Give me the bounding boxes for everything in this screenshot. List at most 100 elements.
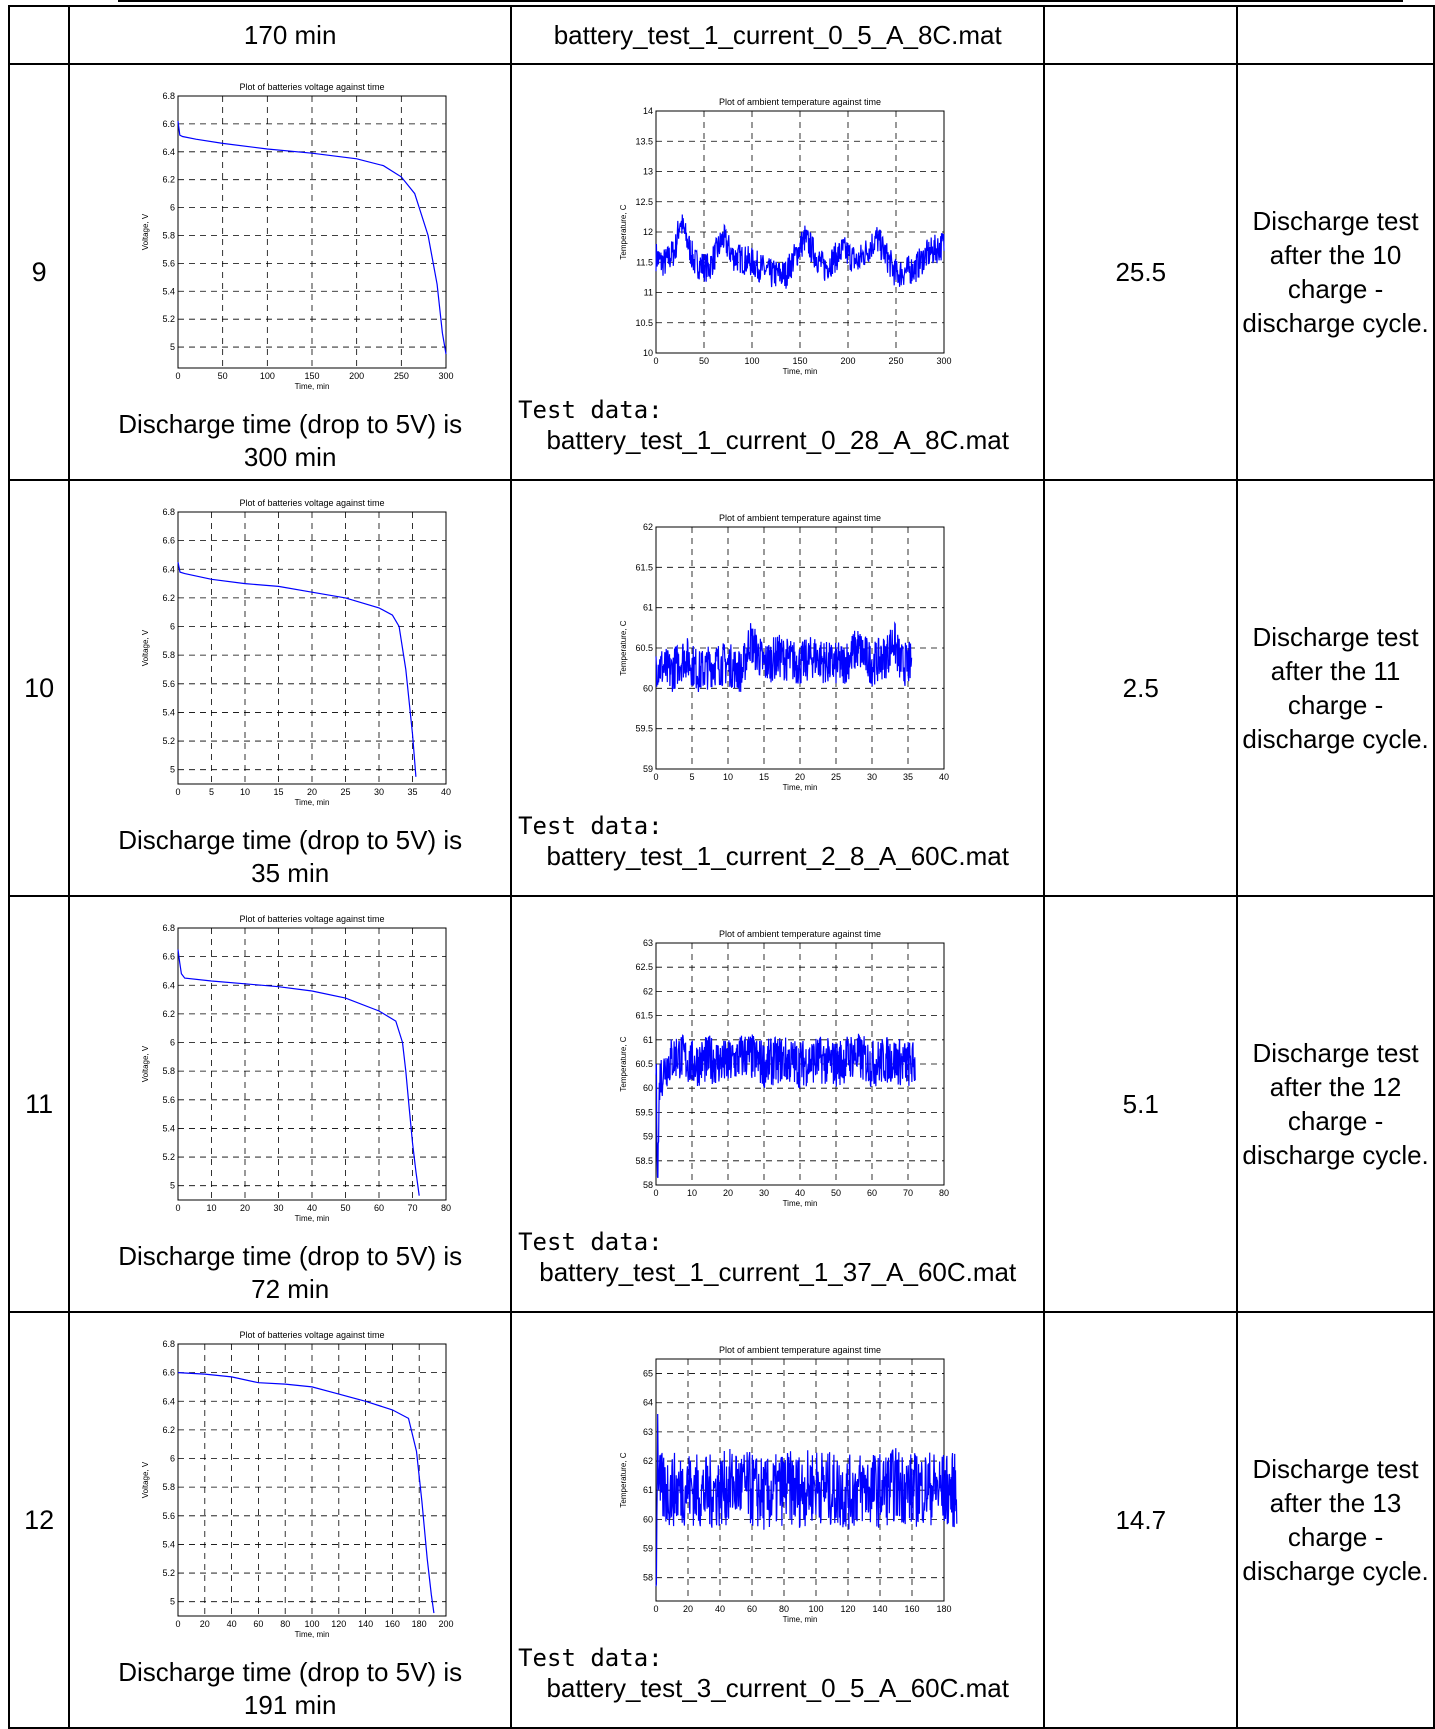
test-file-name: battery_test_1_current_1_37_A_60C.mat — [539, 1257, 1017, 1287]
y-tick-label: 6.8 — [163, 923, 176, 933]
voltage-chart-cell: Plot of batteries voltage against time 0 2… — [68, 1311, 513, 1729]
y-tick-label: 5.8 — [163, 1482, 176, 1492]
x-tick-label: 120 — [840, 1604, 855, 1614]
y-axis-label: Temperature, C — [619, 620, 628, 675]
y-tick-label: 65 — [643, 1369, 653, 1379]
x-tick-label: 35 — [408, 787, 418, 797]
chart-title: Plot of batteries voltage against time — [240, 498, 385, 508]
x-axis-label: Time, min — [782, 1615, 817, 1624]
discharge-value: 300 min — [243, 441, 337, 472]
y-tick-label: 6.6 — [163, 535, 176, 545]
x-tick-label: 20 — [683, 1604, 693, 1614]
y-tick-label: 6.4 — [163, 980, 176, 990]
y-tick-label: 61 — [643, 603, 653, 613]
y-tick-label: 6.4 — [163, 146, 176, 156]
y-tick-label: 5 — [170, 764, 175, 774]
discharge-caption: Discharge time (drop to 5V) is 35 min — [70, 824, 510, 890]
y-tick-label: 61.5 — [635, 1011, 653, 1021]
x-tick-label: 0 — [653, 356, 658, 366]
discharge-value: 191 min — [243, 1689, 337, 1720]
x-tick-label: 5 — [689, 772, 694, 782]
x-tick-label: 100 — [305, 1619, 320, 1629]
x-tick-label: 40 — [307, 1203, 317, 1213]
y-tick-label: 58 — [643, 1573, 653, 1583]
temperature-chart-cell: Plot of ambient temperature against time… — [510, 1311, 1046, 1729]
x-tick-label: 40 — [939, 772, 949, 782]
y-tick-label: 6.2 — [163, 592, 176, 602]
x-tick-label: 40 — [441, 787, 451, 797]
x-axis-label: Time, min — [782, 783, 817, 792]
y-tick-label: 64 — [643, 1398, 653, 1408]
x-tick-label: 100 — [744, 356, 759, 366]
chart-title: Plot of ambient temperature against time — [719, 1345, 881, 1355]
chart-title: Plot of ambient temperature against time — [719, 929, 881, 939]
series-line — [655, 214, 945, 289]
x-tick-label: 15 — [759, 772, 769, 782]
y-tick-label: 12 — [643, 227, 653, 237]
discharge-value: 35 min — [251, 857, 330, 888]
x-tick-label: 40 — [715, 1604, 725, 1614]
discharge-label: Discharge time (drop to 5V) is — [118, 408, 463, 439]
x-tick-label: 0 — [653, 1604, 658, 1614]
temperature-chart: Plot of ambient temperature against time… — [619, 1345, 958, 1624]
x-tick-label: 0 — [176, 787, 181, 797]
y-tick-label: 5.2 — [163, 1152, 176, 1162]
x-tick-label: 250 — [394, 371, 409, 381]
y-tick-label: 58.5 — [635, 1156, 653, 1166]
series-line — [178, 1371, 435, 1613]
x-tick-label: 250 — [888, 356, 903, 366]
y-tick-label: 6.4 — [163, 564, 176, 574]
y-tick-label: 5.8 — [163, 1066, 176, 1076]
y-tick-label: 6.8 — [163, 1339, 176, 1349]
y-tick-label: 5.2 — [163, 736, 176, 746]
row-number: 10 — [7, 479, 71, 897]
x-tick-label: 15 — [274, 787, 284, 797]
x-tick-label: 10 — [207, 1203, 217, 1213]
y-tick-label: 60 — [643, 683, 653, 693]
x-tick-label: 0 — [176, 371, 181, 381]
y-tick-label: 62 — [643, 1456, 653, 1466]
x-tick-label: 20 — [795, 772, 805, 782]
discharge-caption: Discharge time (drop to 5V) is 191 min — [70, 1656, 510, 1722]
x-tick-label: 120 — [331, 1619, 346, 1629]
x-tick-label: 10 — [687, 1188, 697, 1198]
x-tick-label: 5 — [209, 787, 214, 797]
y-tick-label: 5.4 — [163, 1539, 176, 1549]
y-tick-label: 61.5 — [635, 562, 653, 572]
voltage-chart-cell: Plot of batteries voltage against time 0 1… — [68, 895, 513, 1313]
table-row: 170 min battery_test_1_current_0_5_A_8C.… — [7, 5, 1435, 65]
y-tick-label: 6.2 — [163, 1424, 176, 1434]
y-tick-label: 5.6 — [163, 1510, 176, 1520]
y-tick-label: 14 — [643, 106, 653, 116]
y-tick-label: 10.5 — [635, 318, 653, 328]
y-tick-label: 59 — [643, 1132, 653, 1142]
x-tick-label: 150 — [792, 356, 807, 366]
y-tick-label: 5.6 — [163, 1094, 176, 1104]
y-tick-label: 62 — [643, 522, 653, 532]
x-axis-label: Time, min — [295, 798, 330, 807]
x-tick-label: 80 — [939, 1188, 949, 1198]
test-data-label: Test data: — [518, 396, 663, 424]
y-tick-label: 12.5 — [635, 197, 653, 207]
y-tick-label: 61 — [643, 1485, 653, 1495]
x-tick-label: 80 — [441, 1203, 451, 1213]
y-tick-label: 6.6 — [163, 118, 176, 128]
y-tick-label: 11.5 — [636, 257, 653, 267]
x-tick-label: 70 — [408, 1203, 418, 1213]
note-cell: Discharge test after the 13 charge - dis… — [1236, 1311, 1435, 1729]
discharge-caption: Discharge time (drop to 5V) is 300 min — [70, 408, 510, 474]
note-cell: Discharge test after the 10 charge - dis… — [1236, 63, 1435, 481]
chart-title: Plot of batteries voltage against time — [240, 82, 385, 92]
y-tick-label: 60 — [643, 1514, 653, 1524]
temperature-chart-cell: Plot of ambient temperature against time… — [510, 895, 1046, 1313]
y-tick-label: 5.8 — [163, 230, 176, 240]
page-top-rule — [118, 0, 1403, 2]
test-file-cell: battery_test_1_current_0_5_A_8C.mat — [510, 5, 1046, 65]
series-line — [655, 621, 912, 693]
x-tick-label: 160 — [904, 1604, 919, 1614]
test-file-name: battery_test_1_current_0_28_A_8C.mat — [546, 425, 1009, 455]
y-tick-label: 58 — [643, 1180, 653, 1190]
chart-title: Plot of ambient temperature against time — [719, 97, 881, 107]
test-data-label: Test data: — [518, 1644, 663, 1672]
x-axis-label: Time, min — [295, 1214, 330, 1223]
